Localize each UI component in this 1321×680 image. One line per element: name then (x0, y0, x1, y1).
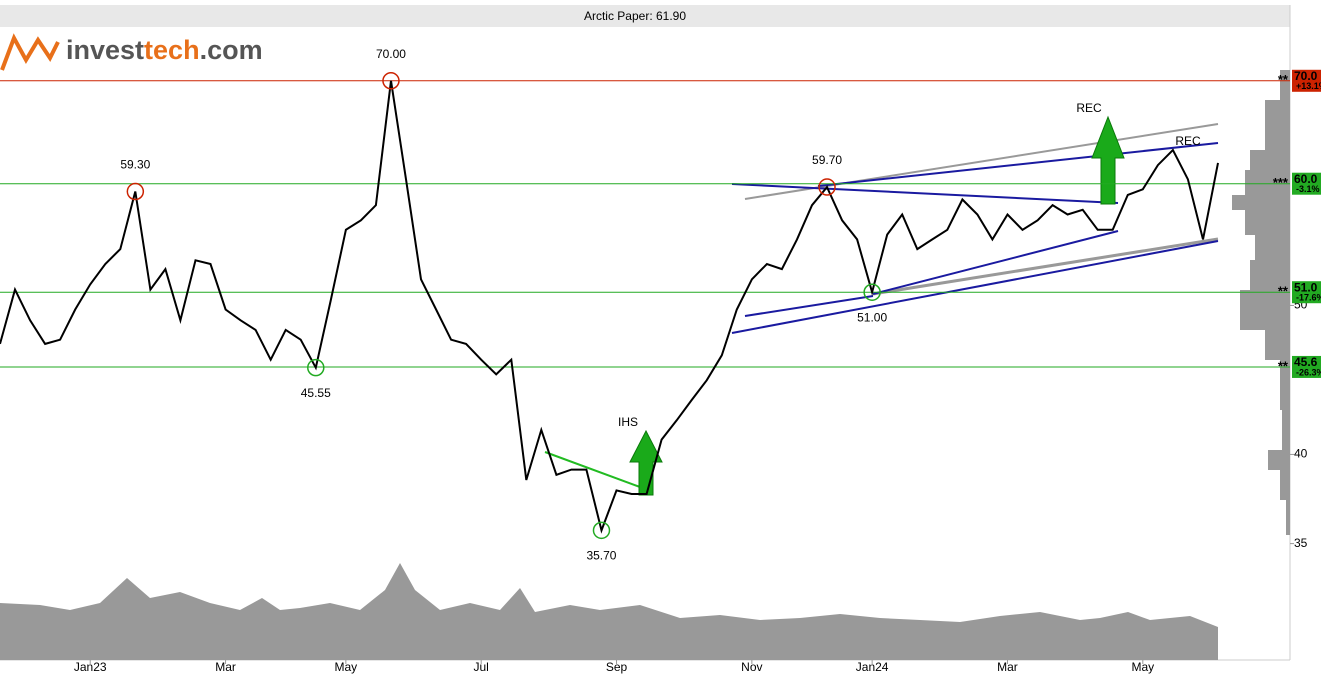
level-change: +13.1% (1296, 81, 1321, 91)
level-box (1292, 281, 1321, 304)
x-tick-label: May (335, 660, 358, 674)
x-tick-label: Mar (997, 660, 1018, 674)
logo-part: invest (66, 35, 144, 65)
value-label: 51.00 (857, 310, 887, 324)
x-tick-label: Jul (474, 660, 489, 674)
pattern-annotation: REC (1175, 134, 1201, 148)
value-label: 59.70 (812, 153, 842, 167)
extreme-marker (382, 72, 400, 90)
level-box (1292, 172, 1321, 195)
value-label: 59.30 (120, 158, 150, 172)
level-stars: ** (1278, 358, 1289, 373)
extreme-marker (307, 358, 325, 377)
x-tick-label: May (1131, 660, 1154, 674)
volume-area (0, 563, 1218, 660)
level-box (1292, 69, 1321, 92)
level-change: -17.6% (1296, 293, 1321, 303)
value-label: 35.70 (586, 549, 616, 563)
level-label: 60.0 (1294, 172, 1318, 186)
level-change: -3.1% (1296, 184, 1320, 194)
level-label: 51.0 (1294, 280, 1318, 294)
level-stars: ** (1278, 284, 1289, 299)
logo-part: tech (144, 35, 200, 65)
title-bar (0, 5, 1290, 27)
pattern-annotation: IHS (618, 415, 638, 429)
level-change: -26.3% (1296, 367, 1321, 377)
level-stars: *** (1273, 175, 1289, 190)
x-tick-label: Nov (741, 660, 762, 674)
signal-arrow (1091, 115, 1125, 205)
logo-mark (0, 33, 60, 71)
level-label: 70.0 (1294, 69, 1318, 83)
value-label: 45.55 (301, 386, 331, 400)
value-label: 70.00 (376, 47, 406, 61)
extreme-marker (592, 521, 611, 540)
x-tick-label: Jan23 (74, 660, 107, 674)
x-tick-label: Sep (606, 660, 628, 674)
y-tick-label: 40 (1294, 447, 1308, 461)
x-tick-label: Jan24 (856, 660, 889, 674)
level-label: 45.6 (1294, 355, 1318, 369)
logo-part: .com (200, 35, 263, 65)
logo-text: investtech.com (66, 35, 263, 65)
extreme-marker (863, 283, 881, 301)
logo: investtech.com (0, 33, 263, 71)
extreme-marker (818, 178, 836, 196)
level-box (1292, 355, 1321, 378)
pattern-annotation: REC (1076, 101, 1102, 115)
x-tick-label: Mar (215, 660, 236, 674)
chart-title: Arctic Paper: 61.90 (584, 9, 686, 23)
level-stars: ** (1278, 72, 1289, 87)
volume-profile (1232, 70, 1290, 535)
price-line (0, 80, 1219, 534)
extreme-marker (126, 182, 145, 201)
trend-lines (544, 123, 1219, 488)
y-tick-label: 35 (1294, 536, 1308, 550)
signal-arrow (629, 429, 663, 496)
